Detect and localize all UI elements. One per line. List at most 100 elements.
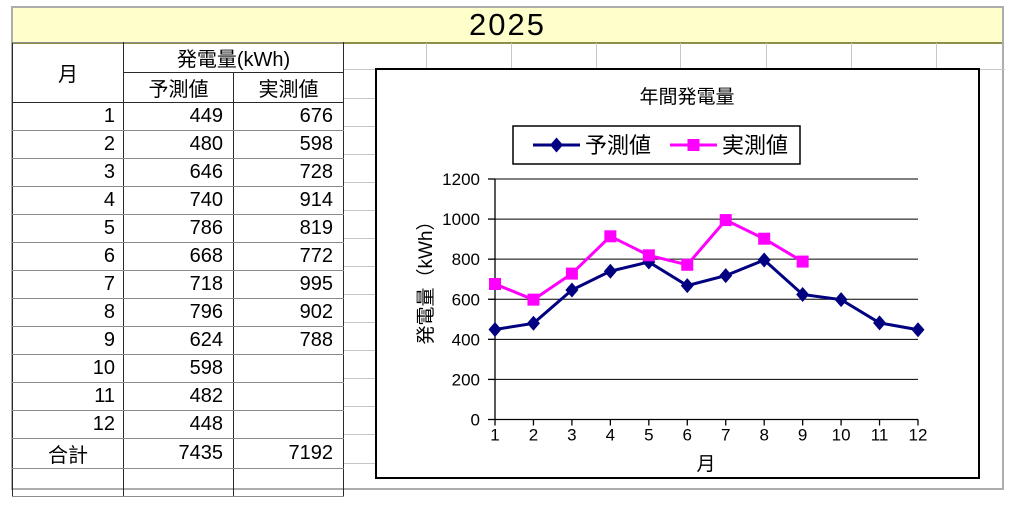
month-cell[interactable]: 7 — [12, 270, 124, 299]
x-tick-label: 11 — [871, 426, 889, 445]
marker-forecast — [719, 268, 733, 284]
total-forecast-cell[interactable]: 7435 — [123, 438, 234, 469]
forecast-header-cell[interactable]: 予測値 — [123, 72, 234, 103]
sheet-gridline — [344, 238, 375, 239]
y-tick-label: 400 — [452, 330, 480, 349]
empty-cell[interactable] — [12, 468, 124, 497]
chart-title: 年間発電量 — [639, 86, 734, 108]
forecast-cell[interactable]: 646 — [123, 158, 234, 187]
chart-object[interactable]: 0 200 400 600 800 1000 1200 1 2 3 4 5 6 7 8 9 10 11 12 年間発電… — [375, 68, 980, 479]
actual-header-cell[interactable]: 実測値 — [232, 72, 345, 103]
x-tick-label: 1 — [490, 426, 499, 445]
table-row: 7 718 995 — [12, 270, 345, 299]
table-row: 12 448 — [12, 410, 345, 439]
month-cell[interactable]: 1 — [12, 102, 124, 131]
actual-cell[interactable]: 728 — [232, 158, 345, 187]
month-cell[interactable]: 5 — [12, 214, 124, 243]
month-cell[interactable]: 2 — [12, 130, 124, 159]
actual-cell[interactable]: 772 — [232, 242, 345, 271]
marker-actual — [604, 230, 617, 243]
sheet-gridline — [343, 69, 375, 70]
month-header-cell[interactable]: 月 — [12, 42, 124, 103]
empty-cell[interactable] — [123, 468, 234, 497]
empty-cell[interactable] — [232, 468, 345, 497]
forecast-cell[interactable]: 668 — [123, 242, 234, 271]
table-row: 5 786 819 — [12, 214, 345, 243]
y-tick-label: 200 — [452, 370, 480, 389]
sheet-gridline — [766, 43, 767, 69]
month-cell[interactable]: 9 — [12, 326, 124, 355]
series-line-forecast — [494, 258, 919, 332]
month-cell[interactable]: 6 — [12, 242, 124, 271]
total-label-cell[interactable]: 合計 — [12, 438, 124, 469]
sheet-gridline — [344, 210, 375, 211]
legend-marker-actual — [687, 139, 700, 151]
forecast-cell[interactable]: 624 — [123, 326, 234, 355]
sheet-gridline — [344, 434, 375, 435]
sheet-gridline — [426, 43, 427, 69]
marker-actual — [681, 258, 694, 271]
marker-actual — [719, 214, 732, 227]
sheet-gridline — [344, 378, 375, 379]
y-tick-label: 600 — [452, 290, 480, 309]
forecast-cell[interactable]: 598 — [123, 354, 234, 383]
month-cell[interactable]: 8 — [12, 298, 124, 327]
sheet-gridline — [596, 43, 597, 69]
forecast-cell[interactable]: 796 — [123, 298, 234, 327]
sheet-gridline — [851, 43, 852, 69]
marker-actual — [489, 278, 501, 291]
x-tick-label: 12 — [909, 426, 928, 445]
forecast-cell[interactable]: 480 — [123, 130, 234, 159]
actual-cell[interactable] — [232, 382, 345, 411]
marker-forecast — [488, 322, 502, 338]
table-row: 1 449 676 — [12, 102, 345, 131]
month-cell[interactable]: 4 — [12, 186, 124, 215]
marker-actual — [565, 267, 578, 280]
year-title: 2025 — [469, 7, 546, 42]
x-tick-label: 9 — [798, 426, 807, 445]
sheet-gridline — [344, 182, 375, 183]
actual-cell[interactable] — [232, 410, 345, 439]
month-cell[interactable]: 3 — [12, 158, 124, 187]
actual-cell[interactable]: 676 — [232, 102, 345, 131]
total-row: 合計 7435 7192 — [12, 438, 345, 469]
month-cell[interactable]: 12 — [12, 410, 124, 439]
y-tick-label: 1200 — [442, 170, 480, 189]
forecast-cell[interactable]: 482 — [123, 382, 234, 411]
marker-forecast — [680, 278, 694, 294]
month-cell[interactable]: 10 — [12, 354, 124, 383]
legend-marker-forecast — [550, 137, 563, 153]
actual-cell[interactable]: 902 — [232, 298, 345, 327]
total-actual-cell[interactable]: 7192 — [232, 438, 345, 469]
x-tick-label: 8 — [759, 426, 768, 445]
year-title-cell[interactable]: 2025 — [13, 8, 1002, 44]
marker-forecast — [565, 282, 579, 298]
sheet-gridline — [936, 43, 937, 69]
sheet-gridline — [680, 43, 681, 69]
forecast-cell[interactable]: 449 — [123, 102, 234, 131]
y-tick-label: 1000 — [442, 210, 480, 229]
x-axis-title: 月 — [696, 454, 715, 475]
sheet-gridline — [344, 406, 375, 407]
forecast-cell[interactable]: 448 — [123, 410, 234, 439]
actual-cell[interactable]: 995 — [232, 270, 345, 299]
month-cell[interactable]: 11 — [12, 382, 124, 411]
forecast-cell[interactable]: 718 — [123, 270, 234, 299]
forecast-cell[interactable]: 786 — [123, 214, 234, 243]
x-tick-label: 10 — [832, 426, 851, 445]
table-row: 8 796 902 — [12, 298, 345, 327]
sheet-gridline — [344, 322, 375, 323]
forecast-cell[interactable]: 740 — [123, 186, 234, 215]
actual-cell[interactable]: 914 — [232, 186, 345, 215]
actual-cell[interactable]: 819 — [232, 214, 345, 243]
table-body: 1 449 676 2 480 598 3 646 728 4 740 914 5 786 819 6 668 7… — [12, 102, 345, 439]
group-header-cell[interactable]: 発電量(kWh) — [122, 42, 345, 73]
actual-cell[interactable]: 788 — [232, 326, 345, 355]
sheet-gridline — [344, 126, 375, 127]
sheet-gridline — [344, 98, 375, 99]
sheet-gridline — [980, 69, 1005, 70]
actual-cell[interactable]: 598 — [232, 130, 345, 159]
legend-label-forecast: 予測値 — [585, 133, 651, 158]
actual-cell[interactable] — [232, 354, 345, 383]
